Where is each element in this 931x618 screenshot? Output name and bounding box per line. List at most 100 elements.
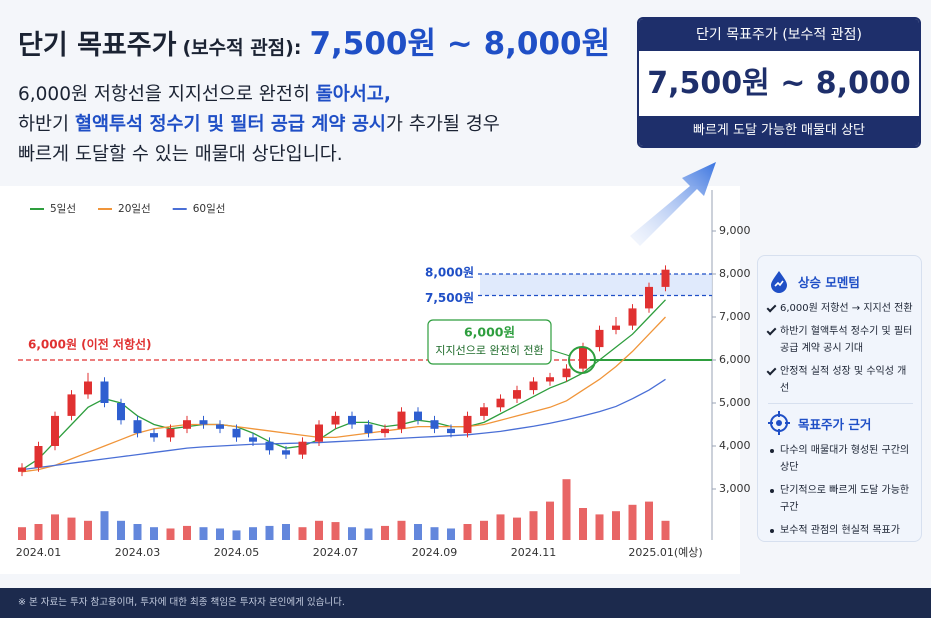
- candle-body: [84, 381, 92, 395]
- candle-body: [315, 424, 323, 442]
- support-callout: [427, 319, 552, 365]
- bullet-icon: [770, 489, 774, 493]
- volume-bar: [265, 525, 274, 540]
- candle-body: [595, 329, 604, 348]
- volume-bar: [232, 530, 241, 540]
- candle-body: [381, 428, 389, 434]
- volume-bar: [661, 520, 670, 540]
- volume-bar: [496, 514, 505, 540]
- x-tick-label: 2024.05: [214, 546, 260, 559]
- candle-body: [579, 347, 587, 369]
- y-tick-label: 9,000: [719, 224, 751, 237]
- target-upper-label: 8,000원: [425, 266, 474, 280]
- bullet-text: 보수적 관점의 현실적 목표가: [780, 525, 900, 536]
- x-tick-label: 2024.01: [16, 546, 62, 559]
- candle-body: [298, 441, 307, 455]
- y-tick-label: 8,000: [719, 267, 751, 280]
- x-tick-label: 2024.11: [511, 546, 557, 559]
- candle-body: [18, 467, 26, 472]
- target-lower-label: 7,500원: [425, 291, 474, 305]
- legend-label: 60일선: [193, 202, 226, 215]
- candle-body: [100, 381, 109, 403]
- volume-bar: [364, 528, 373, 540]
- candle-body: [183, 420, 191, 429]
- header-line: 6,000원 저항선을 지지선으로 완전히 돌아서고,: [18, 80, 500, 110]
- legend-label: 20일선: [118, 202, 151, 215]
- header-line: 하반기 혈액투석 정수기 및 필터 공급 계약 공시가 추가될 경우: [18, 110, 500, 140]
- y-tick-label: 4,000: [719, 439, 751, 452]
- candle-body: [612, 325, 620, 330]
- bullet-text: 단기적으로 빠르게 도달 가능한 구간: [780, 485, 910, 513]
- section-title-text: 상승 모멘텀: [798, 274, 860, 290]
- candle-body: [67, 394, 76, 416]
- candle-body: [216, 424, 224, 429]
- volume-bar: [282, 524, 290, 540]
- ma-line: [21, 378, 666, 471]
- volume-bar: [133, 524, 142, 540]
- footer: ※ 본 자료는 투자 참고용이며, 투자에 대한 최종 책임은 투자자 본인에게…: [0, 588, 931, 618]
- volume-bar: [529, 511, 538, 540]
- candle-body: [150, 433, 158, 438]
- candle-body: [331, 415, 340, 425]
- volume-bar: [18, 527, 26, 540]
- y-tick-label: 7,000: [719, 310, 751, 323]
- volume-bar: [84, 520, 92, 540]
- candle-body: [265, 441, 274, 451]
- candle-body: [480, 407, 488, 416]
- candle-body: [645, 286, 653, 309]
- ma-line: [21, 299, 666, 471]
- volume-bar: [315, 520, 323, 540]
- candle-body: [133, 420, 142, 434]
- volume-bar: [298, 527, 307, 540]
- bullet-icon: [770, 449, 774, 453]
- candle-body: [463, 415, 472, 434]
- volume-bar: [34, 524, 43, 540]
- highlight-text: 돌아서고,: [315, 84, 391, 105]
- y-tick-label: 3,000: [719, 482, 751, 495]
- candle-body: [348, 415, 356, 425]
- bullet-item: 하반기 혈액투석 정수기 및 필터 공급 계약 공시 기대: [766, 323, 913, 357]
- candle-body: [51, 415, 59, 446]
- candle-body: [397, 411, 406, 429]
- bullet-text: 하반기 혈액투석 정수기 및 필터 공급 계약 공시 기대: [780, 326, 913, 354]
- bullet-item: 보수적 관점의 현실적 목표가: [768, 522, 913, 539]
- volume-bar: [480, 520, 488, 540]
- separator: [768, 403, 913, 404]
- resistance-label: 6,000원 (이전 저항선): [28, 337, 152, 352]
- candle-body: [34, 446, 43, 468]
- candle-body: [513, 390, 521, 399]
- target-box-caption: 빠르게 도달 가능한 매물대 상단: [639, 116, 919, 146]
- volume-bar: [463, 524, 472, 540]
- volume-bar: [67, 517, 76, 540]
- bullet-icon: [766, 365, 777, 376]
- bullet-item: 단기적으로 빠르게 도달 가능한 구간: [768, 482, 913, 516]
- volume-bar: [628, 504, 637, 540]
- candle-body: [117, 403, 125, 421]
- volume-bar: [183, 525, 191, 540]
- section-title: 상승 모멘텀: [768, 266, 913, 296]
- candle-body: [496, 398, 505, 408]
- candle-body: [430, 420, 439, 429]
- volume-bar: [612, 511, 620, 540]
- volume-bar: [397, 520, 406, 540]
- volume-bar: [166, 528, 175, 540]
- target-band: [480, 274, 712, 296]
- candle-body: [628, 308, 637, 326]
- bullet-text: 다수의 매물대가 형성된 구간의 상단: [780, 445, 910, 473]
- volume-bar: [117, 520, 125, 540]
- bullet-item: 안정적 실적 성장 및 수익성 개선: [766, 363, 913, 397]
- text: 빠르게 도달할 수 있는 매물대 상단입니다.: [18, 144, 343, 165]
- legend-label: 5일선: [50, 202, 76, 215]
- candle-body: [447, 428, 455, 434]
- section-icon: [768, 411, 790, 435]
- volume-bar: [430, 527, 439, 540]
- ma-line: [21, 316, 666, 473]
- bullet-item: 다수의 매물대가 형성된 구간의 상단: [768, 442, 913, 476]
- text: 가 추가될 경우: [385, 114, 500, 135]
- bullet-text: 안정적 실적 성장 및 수익성 개선: [780, 366, 907, 394]
- volume-bar: [414, 524, 422, 540]
- support-title: 6,000원: [464, 325, 515, 340]
- section-icon: [771, 271, 787, 293]
- bullet-icon: [770, 529, 774, 533]
